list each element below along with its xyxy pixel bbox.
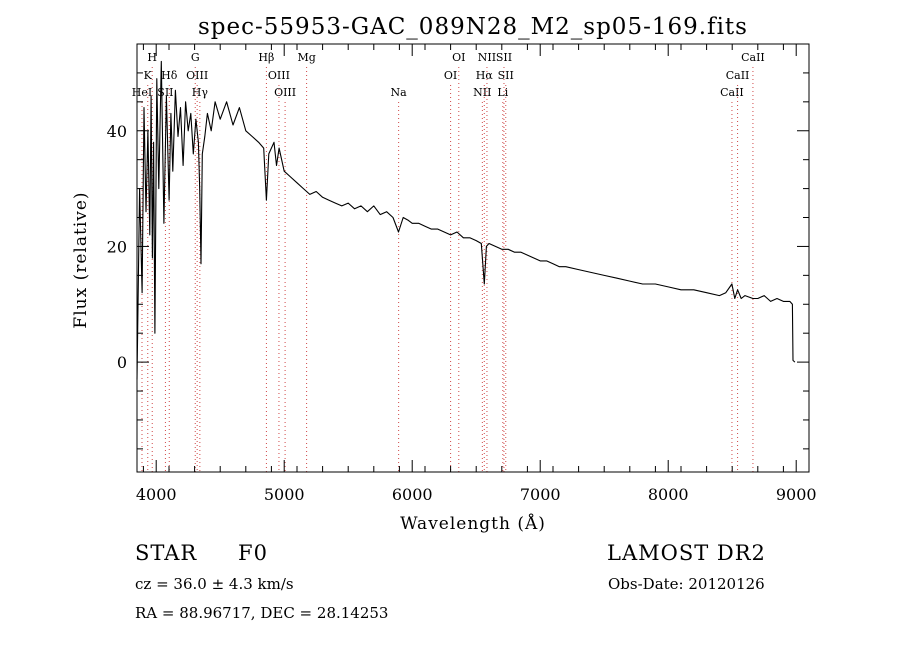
line-label-1: K — [144, 69, 153, 82]
line-label-12: Na — [391, 86, 408, 99]
line-label-9: OIII — [268, 69, 290, 82]
y-tick-label-40: 40 — [107, 122, 127, 141]
x-tick-label-6000: 6000 — [392, 485, 433, 504]
line-label-4: Hδ — [161, 69, 178, 82]
line-label-16: NII — [478, 51, 496, 64]
x-tick-label-5000: 5000 — [264, 485, 305, 504]
line-label-14: OI — [452, 51, 465, 64]
y-tick-label-0: 0 — [117, 353, 127, 372]
line-label-21: CaII — [720, 86, 744, 99]
y-axis-label: Flux (relative) — [71, 191, 91, 328]
line-label-8: Hβ — [258, 51, 274, 64]
object-class: STAR — [135, 541, 198, 565]
x-tick-label-4000: 4000 — [136, 485, 177, 504]
line-label-3: SII — [157, 86, 173, 99]
object-subclass: F0 — [238, 541, 268, 565]
line-label-23: CaII — [741, 51, 765, 64]
redshift-readout: cz = 36.0 ± 4.3 km/s — [135, 575, 294, 593]
line-label-17: Hα — [476, 69, 494, 82]
x-axis-label: Wavelength (Å) — [400, 513, 546, 534]
x-tick-label-9000: 9000 — [776, 485, 817, 504]
x-tick-label-8000: 8000 — [648, 485, 689, 504]
plot-axes: 4000 5000 6000 7000 8000 9000 0 20 40 — [107, 43, 817, 504]
observation-date: Obs-Date: 20120126 — [608, 575, 765, 593]
chart-title: spec-55953-GAC_089N28_M2_sp05-169.fits — [198, 14, 748, 40]
line-label-11: Mg — [297, 51, 315, 64]
line-label-2: H — [147, 51, 157, 64]
line-label-15: NII — [473, 86, 491, 99]
line-label-13: OI — [444, 69, 457, 82]
line-label-0: HeI — [132, 86, 152, 99]
line-label-6: OIII — [186, 69, 208, 82]
line-label-18: SII — [496, 51, 512, 64]
spectrum-line — [136, 60, 796, 380]
line-label-5: G — [191, 51, 200, 64]
spectral-line-markers: HeI KH SII Hδ G OIII Hγ Hβ OIII OIII Mg Na OI OI NII NI… — [132, 51, 765, 472]
line-label-19: SII — [498, 69, 514, 82]
plot-frame — [136, 43, 810, 473]
line-label-22: CaII — [726, 69, 750, 82]
survey-name: LAMOST DR2 — [607, 541, 766, 565]
line-label-10: OIII — [274, 86, 296, 99]
line-label-7: Hγ — [192, 86, 209, 99]
line-label-20: Li — [497, 86, 508, 99]
y-tick-label-20: 20 — [107, 237, 127, 256]
coordinates-readout: RA = 88.96717, DEC = 28.14253 — [135, 604, 389, 622]
x-tick-label-7000: 7000 — [520, 485, 561, 504]
spectrum-series — [136, 60, 796, 380]
